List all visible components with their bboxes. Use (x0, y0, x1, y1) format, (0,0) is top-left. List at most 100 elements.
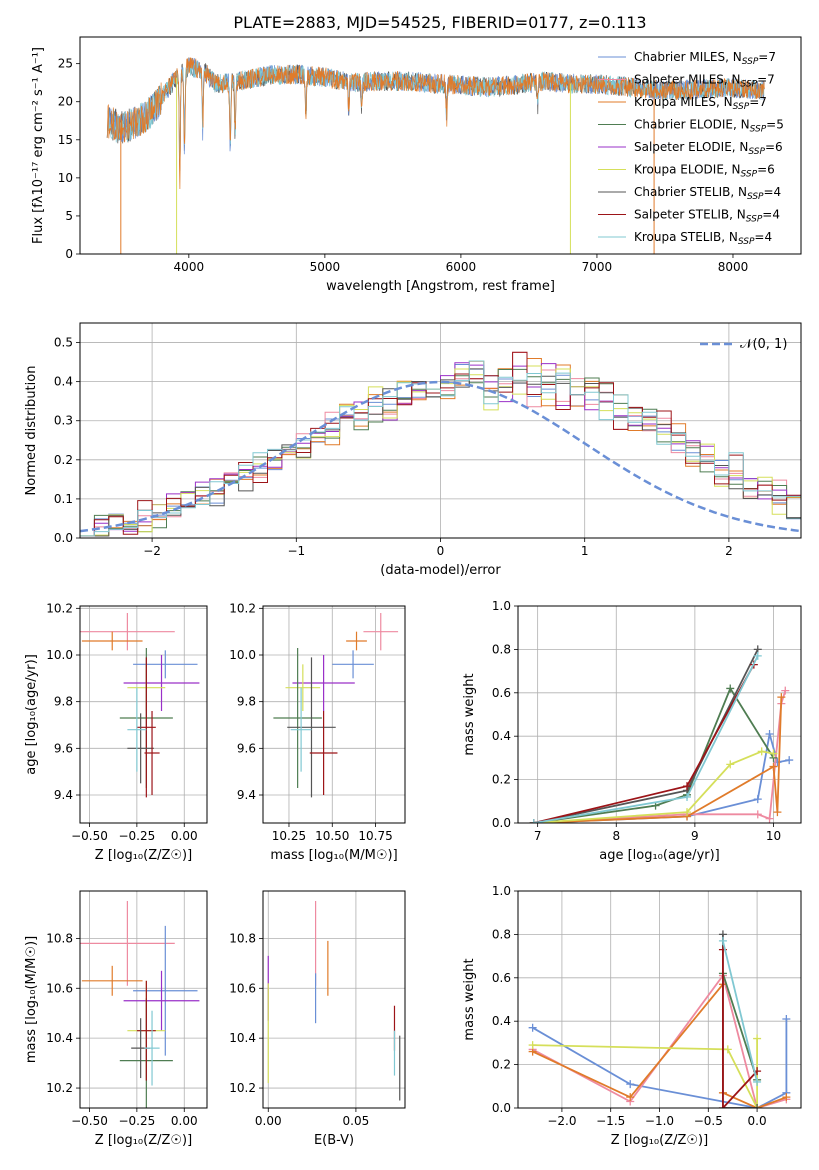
panel-weight-vs-age: 7 8 9 10 0.0 0.2 0.4 0.6 0.8 1.0 age [log₁₀(age/yr… (462, 599, 802, 863)
y-axis-label: mass weight (462, 958, 477, 1040)
weight-marker (782, 1015, 791, 1024)
x-tick-label: −1 (287, 544, 305, 558)
weight-marker (781, 686, 790, 695)
weight-marker (726, 760, 735, 769)
x-tick-label: −0.5 (694, 1114, 723, 1128)
legend-name: Chabrier STELIB, N (634, 185, 747, 199)
y-axis-label: Flux [fλ10⁻¹⁷ erg cm⁻² s⁻¹ A⁻¹] (31, 47, 46, 244)
errorbar-point (273, 648, 322, 788)
y-tick-label: 5 (65, 209, 73, 223)
y-tick-label: 10.6 (46, 981, 73, 995)
legend-label: Salpeter STELIB, NSSP=4 (634, 208, 780, 225)
errorbar-point (136, 980, 156, 1081)
legend-label: Kroupa MILES, NSSP=7 (634, 95, 767, 112)
axes-frame (79, 605, 208, 824)
legend-nssp: =4 (754, 230, 772, 244)
x-axis-label: Z [log₁₀(Z/Z☉)] (95, 848, 192, 863)
panel-age-vs-Z: −0.50 −0.25 0.00 9.4 9.6 9.8 10.0 10.2 Z [log₁₀(… (24, 601, 208, 863)
legend-nssp: =4 (764, 185, 782, 199)
errorbar-point (81, 965, 143, 996)
y-tick-label: 25 (58, 57, 73, 71)
weight-marker (777, 693, 786, 702)
x-tick-label: −0.25 (118, 829, 155, 843)
x-tick-label: 2 (725, 544, 733, 558)
y-tick-label: 10.8 (229, 931, 256, 945)
errorbar-point (127, 713, 154, 784)
legend-subscript: SSP (742, 57, 759, 67)
y-tick-label: 0.5 (54, 336, 73, 350)
y-tick-label: 0.0 (492, 816, 511, 830)
y-axis-label: mass weight (462, 673, 477, 755)
axes-frame (517, 890, 802, 1109)
y-tick-label: 0.3 (54, 414, 73, 428)
x-tick-label: 0.00 (171, 1114, 198, 1128)
axes-frame (79, 322, 802, 539)
weight-marker (529, 819, 538, 823)
weight-marker (626, 1093, 635, 1102)
x-tick-label: 8 (612, 829, 620, 843)
errorbar-point (309, 711, 338, 795)
plot-area (80, 900, 200, 1108)
weight-marker (782, 1093, 791, 1102)
legend-name: Kroupa STELIB, N (634, 230, 738, 244)
legend-nssp: =6 (765, 140, 783, 154)
errorbar-point (123, 970, 200, 1031)
weight-line (533, 733, 790, 823)
legend-subscript: SSP (738, 237, 755, 247)
y-tick-label: 10.0 (229, 648, 256, 662)
axes-frame (79, 890, 208, 1109)
y-axis-label: mass [log₁₀(M/M☉)] (24, 936, 39, 1063)
x-tick-label: −2 (143, 544, 161, 558)
errorbar-point (80, 900, 175, 986)
weight-marker (683, 782, 692, 791)
spectrum-line (106, 57, 765, 190)
legend-name: Kroupa ELODIE, N (634, 163, 741, 177)
errorbar-point (290, 687, 312, 772)
x-tick-label: 10.50 (315, 829, 349, 843)
errorbar-point (133, 925, 198, 1056)
legend-label: Kroupa ELODIE, NSSP=6 (634, 163, 775, 180)
weight-marker (765, 814, 774, 823)
histogram-step (80, 360, 801, 538)
errorbar-point (292, 655, 355, 711)
legend-subscript: SSP (746, 215, 763, 225)
x-tick-label: 1 (581, 544, 589, 558)
x-axis-label: age [log₁₀(age/yr)] (599, 848, 720, 863)
y-tick-label: 0.2 (492, 1058, 511, 1072)
panel-spectrum: 4000 5000 6000 7000 8000 0 5 10 15 20 25 wavelength… (31, 36, 802, 294)
legend-nssp: =4 (762, 208, 780, 222)
weight-marker (683, 792, 692, 801)
panel-age-vs-mass: 10.25 10.50 10.75 9.4 9.6 9.8 10.0 10.2 mass [lo… (229, 601, 406, 863)
legend-name: Kroupa MILES, N (634, 95, 733, 109)
y-tick-label: 0.4 (492, 729, 511, 743)
axes-frame (262, 890, 406, 1109)
y-tick-label: 1.0 (492, 599, 511, 613)
y-tick-label: 0.8 (492, 927, 511, 941)
legend-nssp: =6 (757, 163, 775, 177)
legend-label: Salpeter ELODIE, NSSP=6 (634, 140, 783, 157)
weight-marker (753, 651, 762, 660)
y-axis-label: age [log₁₀(age/yr)] (24, 654, 39, 775)
y-tick-label: 0.8 (492, 642, 511, 656)
x-tick-label: −0.50 (71, 829, 108, 843)
x-tick-label: −0.25 (118, 1114, 155, 1128)
weight-marker (528, 1041, 537, 1050)
errorbar-point (144, 1010, 160, 1086)
weight-line (722, 940, 758, 1083)
errorbar-point (363, 613, 399, 651)
y-tick-label: 9.8 (54, 695, 73, 709)
panel-weight-vs-Z: −2.0 −1.5 −1.0 −0.5 0.0 0.0 0.2 0.4 0.6 0.8 1.0 Z [… (462, 884, 802, 1148)
legend-label: Kroupa STELIB, NSSP=4 (634, 230, 772, 247)
y-axis-label: Normed distribution (24, 366, 39, 496)
x-tick-label: 4000 (174, 260, 205, 274)
legend-name: Chabrier MILES, N (634, 50, 742, 64)
plot-area (528, 930, 791, 1108)
weight-marker (785, 756, 794, 765)
y-tick-label: 0.1 (54, 492, 73, 506)
y-tick-label: 0.2 (54, 453, 73, 467)
x-tick-label: 0.0 (748, 1114, 767, 1128)
weight-line (533, 655, 759, 823)
y-tick-label: 0.0 (492, 1101, 511, 1115)
legend-subscript: SSP (741, 170, 758, 180)
